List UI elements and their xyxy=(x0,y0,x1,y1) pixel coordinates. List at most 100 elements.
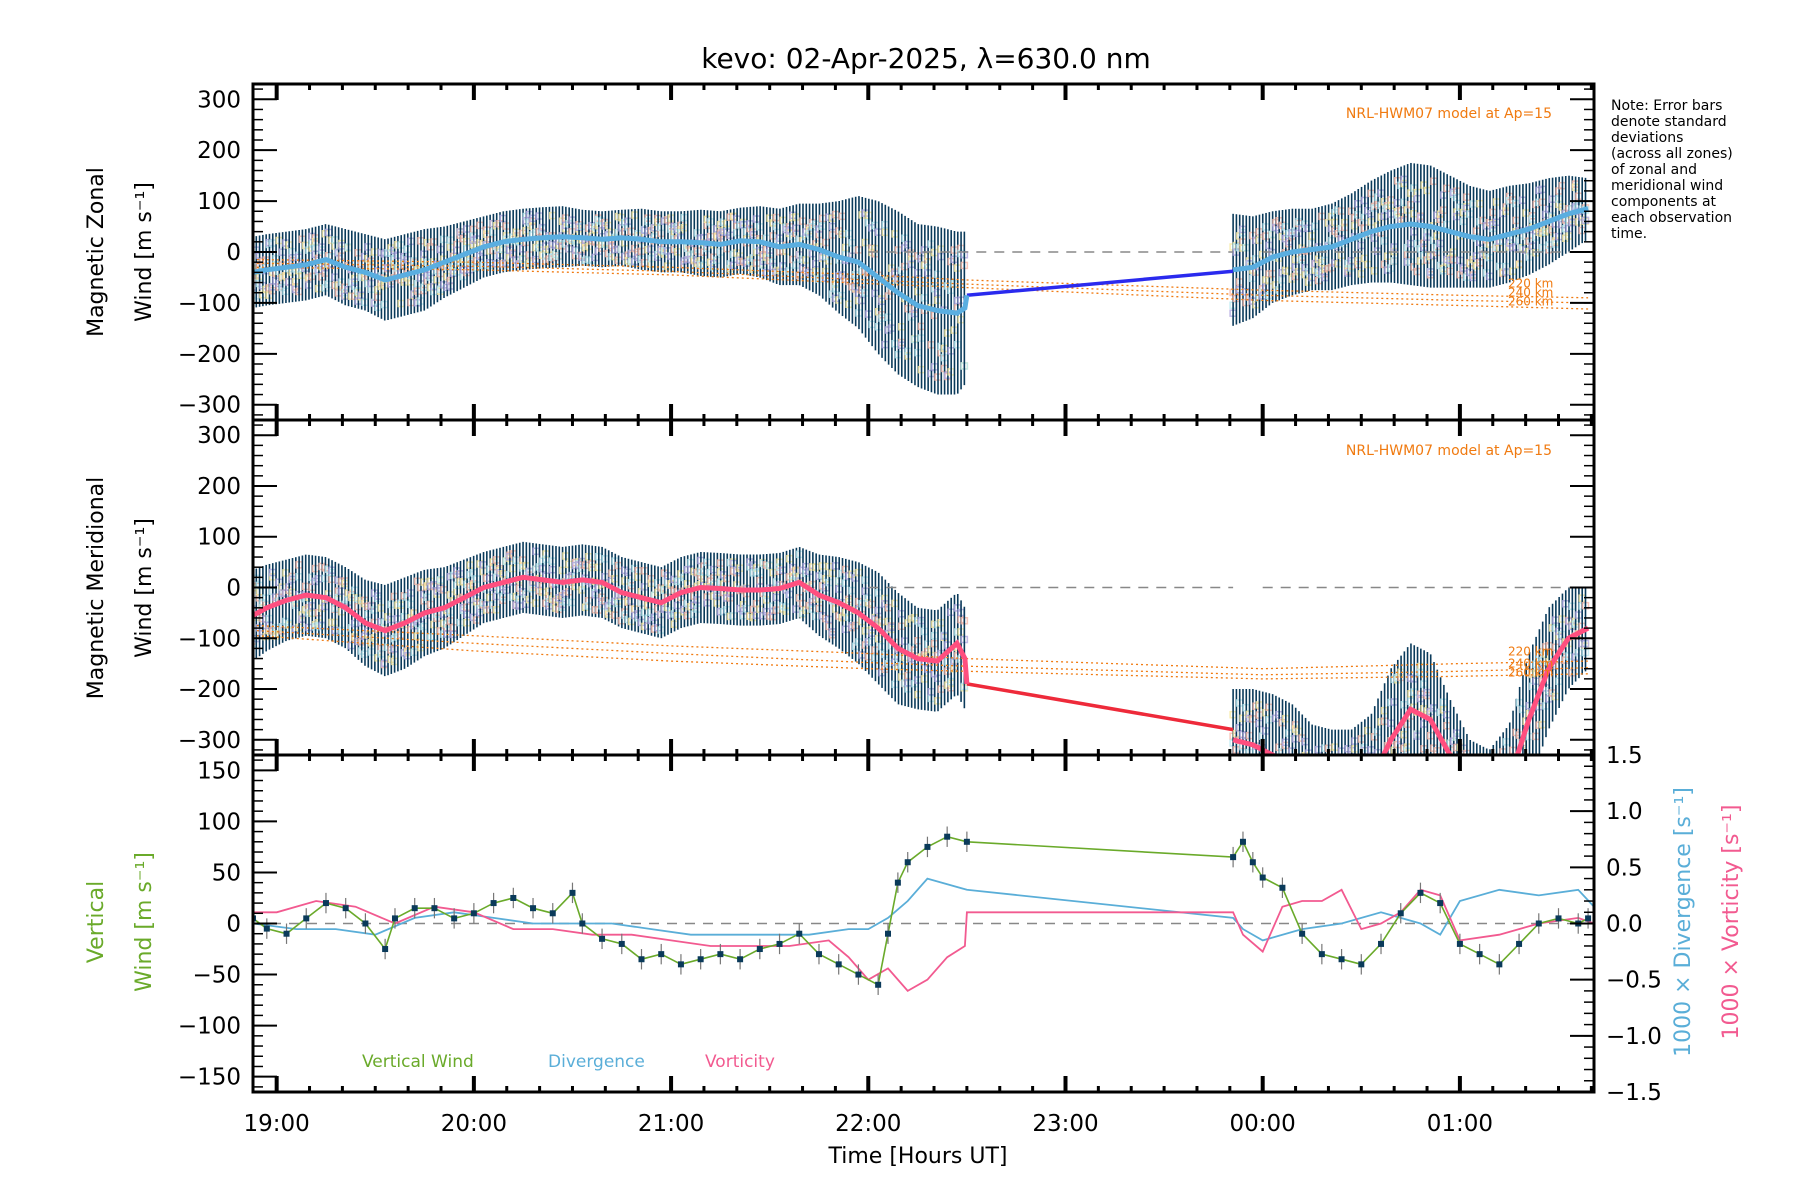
vertical-wind-point xyxy=(549,910,556,917)
scatter-point xyxy=(1322,776,1328,782)
scatter-point xyxy=(1510,792,1516,798)
gap-line xyxy=(966,682,1234,732)
scatter-point xyxy=(1289,762,1295,768)
x-tick-label: 21:00 xyxy=(638,1111,704,1137)
scatter-point xyxy=(1507,759,1513,765)
scatter-point xyxy=(1451,800,1457,806)
scatter-point xyxy=(1490,780,1496,786)
vertical-wind-point xyxy=(470,910,477,917)
scatter-point xyxy=(1497,816,1503,822)
zonal-model-label: NRL-HWM07 model at Ap=15 xyxy=(1346,106,1552,122)
vertical-wind-point xyxy=(431,905,438,912)
chart-title: kevo: 02-Apr-2025, λ=630.0 nm xyxy=(701,42,1151,75)
scatter-point xyxy=(1349,815,1355,821)
scatter-point xyxy=(1280,798,1286,804)
vertical-wind-point xyxy=(1318,951,1325,958)
scatter-point xyxy=(1368,779,1374,785)
scatter-point xyxy=(1490,774,1496,780)
scatter-point xyxy=(1273,786,1279,792)
scatter-point xyxy=(1349,764,1355,770)
y-tick-label: 200 xyxy=(197,138,241,164)
vertical-wind-point xyxy=(599,935,606,942)
scatter-point xyxy=(1431,762,1437,768)
scatter-point xyxy=(1474,819,1480,825)
scatter-point xyxy=(1494,822,1500,828)
scatter-point xyxy=(1355,821,1361,827)
y-tick-label: 50 xyxy=(212,860,241,886)
scatter-point xyxy=(1309,764,1315,770)
scatter-point xyxy=(1438,772,1444,778)
model-altitude-label: 220 km xyxy=(1508,276,1553,290)
scatter-point xyxy=(1270,782,1276,788)
vertical-wind-point xyxy=(530,905,537,912)
scatter-point xyxy=(1316,811,1322,817)
vertical-wind-point xyxy=(618,940,625,947)
scatter-point xyxy=(1378,761,1384,767)
scatter-point xyxy=(1487,821,1493,827)
vertical-wind-point xyxy=(963,838,970,845)
scatter-point xyxy=(1441,767,1447,773)
vertical-wind-point xyxy=(1259,874,1266,881)
y-tick-label: 0 xyxy=(226,240,241,266)
scatter-point xyxy=(1326,784,1332,790)
scatter-point xyxy=(1280,776,1286,782)
scatter-point xyxy=(1480,792,1486,798)
scatter-point xyxy=(1237,771,1243,777)
zonal-ylabel-line1: Magnetic Zonal xyxy=(84,167,109,337)
scatter-point xyxy=(1503,762,1509,768)
scatter-point xyxy=(1378,805,1384,811)
vertical-wind-point xyxy=(944,833,951,840)
vertical-wind-point xyxy=(1476,951,1483,958)
scatter-point xyxy=(1484,803,1490,809)
note-line: (across all zones) xyxy=(1611,146,1733,162)
x-tick-label: 22:00 xyxy=(835,1111,901,1137)
vertical-wind-point xyxy=(1338,956,1345,963)
vertical-wind-point xyxy=(322,900,329,907)
scatter-point xyxy=(1477,829,1483,835)
scatter-point xyxy=(1513,782,1519,788)
scatter-point xyxy=(1336,769,1342,775)
vertical-wind-point xyxy=(1417,889,1424,896)
scatter-point xyxy=(1359,788,1365,794)
scatter-point xyxy=(1464,756,1470,762)
scatter-point xyxy=(1457,772,1463,778)
vertical-wind-point xyxy=(382,946,389,953)
x-tick-label: 01:00 xyxy=(1427,1111,1493,1137)
scatter-point xyxy=(1405,764,1411,770)
y-tick-label: 0 xyxy=(226,576,241,602)
x-tick-labels: 19:00 20:00 21:00 22:00 23:00 00:00 01:0… xyxy=(244,1111,1494,1137)
y-tick-label: −200 xyxy=(178,342,241,368)
scatter-point xyxy=(1299,761,1305,767)
scatter-point xyxy=(1513,762,1519,768)
y-tick-label: −100 xyxy=(178,291,241,317)
scatter-point xyxy=(1336,761,1342,767)
note-line: components at xyxy=(1611,194,1717,210)
scatter-point xyxy=(1342,778,1348,784)
vertical-wind-point xyxy=(1230,854,1237,861)
scatter-point xyxy=(1368,812,1374,818)
scatter-point xyxy=(1312,777,1318,783)
vertical-wind-point xyxy=(835,961,842,968)
scatter-point xyxy=(1438,759,1444,765)
note-line: each observation xyxy=(1611,210,1732,226)
vertical-wind-point xyxy=(1279,884,1286,891)
scatter-point xyxy=(1434,774,1440,780)
y-tick-label: 300 xyxy=(197,87,241,113)
scatter-point xyxy=(1329,767,1335,773)
vertical-wind-point xyxy=(658,951,665,958)
vertical-wind-point xyxy=(303,915,310,922)
right-y-tick-label: 1.0 xyxy=(1606,799,1643,825)
scatter-point xyxy=(1484,771,1490,777)
scatter-point xyxy=(1388,764,1394,770)
scatter-point xyxy=(1355,793,1361,799)
vertical-wind-point xyxy=(1299,930,1306,937)
scatter-point xyxy=(1332,782,1338,788)
scatter-point xyxy=(1266,781,1272,787)
vertical-wind-point xyxy=(756,946,763,953)
scatter-point xyxy=(1474,807,1480,813)
scatter-point xyxy=(1507,793,1513,799)
scatter-point xyxy=(1270,787,1276,793)
scatter-point xyxy=(1336,764,1342,770)
vertical-wind-point xyxy=(579,920,586,927)
scatter-point xyxy=(1319,781,1325,787)
